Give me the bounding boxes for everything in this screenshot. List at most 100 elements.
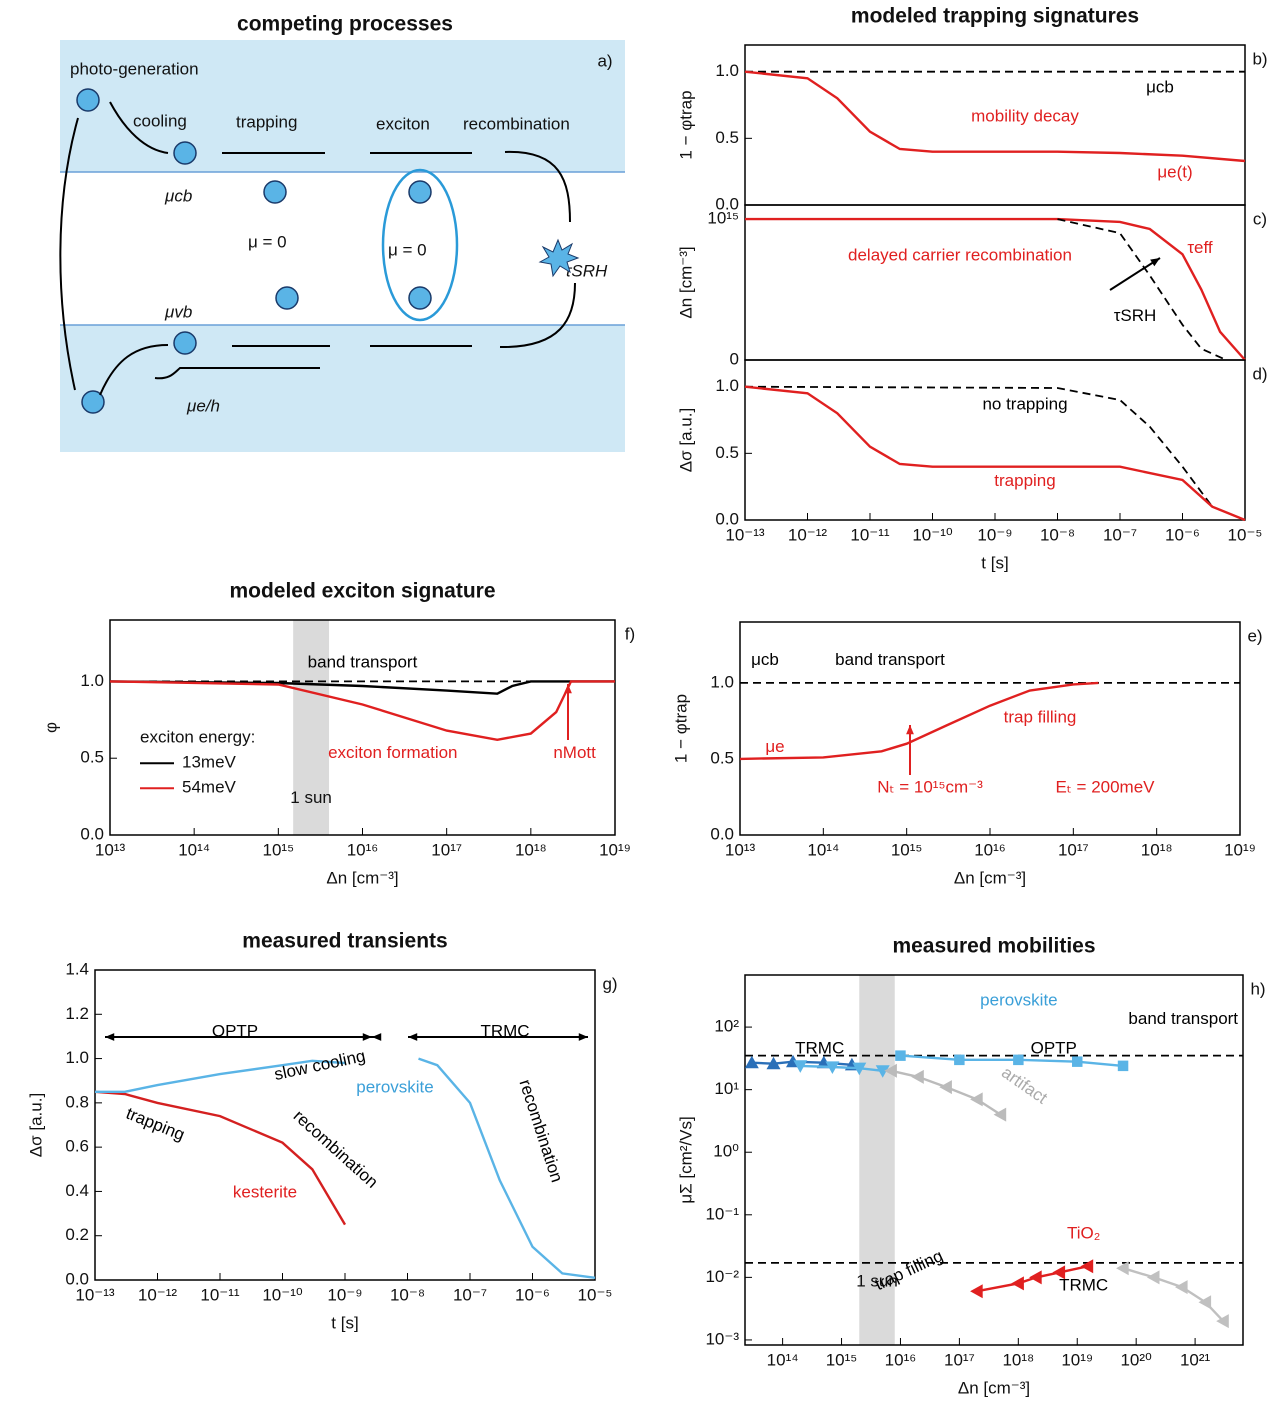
label: μvb	[164, 302, 192, 321]
legend-label: 54meV	[182, 778, 237, 797]
marker	[1118, 1061, 1129, 1072]
annotation: no trapping	[982, 394, 1067, 413]
annotation: artifact	[998, 1063, 1051, 1108]
panel-label: b)	[1252, 49, 1267, 68]
series-line	[1123, 1268, 1223, 1321]
panel-label: a)	[597, 51, 612, 70]
x-axis-label: t [s]	[331, 1313, 358, 1332]
y-tick-label: 1.4	[65, 959, 89, 978]
x-tick-label: 10⁻⁶	[1165, 525, 1200, 544]
marker	[970, 1284, 983, 1298]
x-tick-label: 10¹⁶	[974, 840, 1006, 859]
marker	[1199, 1295, 1212, 1309]
legend-title: exciton energy:	[140, 728, 255, 747]
x-tick-label: 10¹⁶	[347, 840, 379, 859]
y-tick-label: 10⁰	[713, 1142, 739, 1161]
valence-band	[60, 325, 625, 452]
annotation: μcb	[751, 650, 779, 669]
annotation: recombination	[515, 1077, 566, 1184]
panel-label: g)	[602, 974, 617, 993]
chart: modeled trapping signaturesb)0.00.51.01 …	[676, 5, 1267, 214]
x-tick-label: 10¹⁵	[263, 840, 295, 859]
marker	[1175, 1280, 1188, 1294]
y-tick-label: 0.2	[65, 1225, 89, 1244]
annotation: TRMC	[795, 1038, 844, 1057]
plot-frame	[740, 622, 1240, 835]
annotation: mobility decay	[971, 106, 1079, 125]
series-line	[891, 1071, 1000, 1115]
annotation: perovskite	[356, 1077, 433, 1096]
x-tick-label: 10¹⁴	[178, 840, 210, 859]
arrow-head	[906, 725, 914, 734]
marker	[1147, 1270, 1160, 1284]
x-tick-label: 10¹³	[725, 840, 756, 859]
annotation: Nₜ = 10¹⁵cm⁻³	[877, 778, 983, 797]
annotation: trapping	[123, 1104, 187, 1145]
x-tick-label: 10¹⁵	[891, 840, 923, 859]
y-tick-label: 0.5	[80, 748, 104, 767]
legend-label: 13meV	[182, 753, 237, 772]
x-axis-label: t [s]	[981, 553, 1008, 572]
chart-title: modeled exciton signature	[229, 580, 495, 603]
marker	[970, 1092, 983, 1106]
x-tick-label: 10¹⁴	[767, 1350, 799, 1369]
annotation: nMott	[553, 743, 596, 762]
chart-title: modeled trapping signatures	[851, 5, 1139, 28]
marker	[994, 1108, 1007, 1122]
x-tick-label: 10⁻¹²	[788, 525, 828, 544]
marker	[895, 1050, 906, 1061]
x-tick-label: 10⁻¹³	[725, 525, 765, 544]
x-tick-label: 10⁻⁷	[453, 1285, 487, 1304]
y-tick-label: 1.0	[715, 61, 739, 80]
label: trapping	[236, 112, 297, 131]
y-tick-label: 10⁻²	[705, 1267, 739, 1286]
x-tick-label: 10⁻⁵	[1228, 525, 1263, 544]
marker	[954, 1055, 965, 1066]
y-axis-label: 1 − φtrap	[676, 90, 695, 159]
x-tick-label: 10¹⁴	[807, 840, 839, 859]
annotation: trap filling	[1004, 707, 1077, 726]
annotation: kesterite	[233, 1183, 297, 1202]
annotation: recombination	[290, 1106, 382, 1192]
marker	[1011, 1276, 1024, 1290]
annotation: TRMC	[1059, 1275, 1108, 1294]
y-tick-label: 10⁻³	[705, 1329, 739, 1348]
plot-frame	[745, 205, 1245, 360]
arrow-head	[363, 1033, 372, 1041]
x-tick-label: 10⁻⁵	[578, 1285, 613, 1304]
annotation: perovskite	[980, 990, 1057, 1009]
annotation: τeff	[1187, 238, 1213, 257]
arrow-head	[564, 684, 572, 693]
panel-label: c)	[1253, 209, 1267, 228]
label: μ = 0	[388, 240, 427, 259]
y-tick-label: 0.5	[710, 748, 734, 767]
x-tick-label: 10⁻¹¹	[200, 1285, 240, 1304]
panel-label: f)	[625, 624, 635, 643]
annotation: μe	[765, 737, 784, 756]
x-axis-label: Δn [cm⁻³]	[954, 868, 1026, 887]
label: μ = 0	[248, 232, 287, 251]
annotation: μcb	[1146, 78, 1174, 97]
marker	[1029, 1270, 1042, 1284]
y-axis-label: φ	[41, 722, 60, 733]
highlight-label: 1 sun	[290, 788, 332, 807]
x-axis-label: Δn [cm⁻³]	[326, 868, 398, 887]
panel-label: h)	[1250, 979, 1265, 998]
label: τSRH	[565, 261, 608, 280]
marker	[911, 1070, 924, 1084]
y-tick-label: 1.0	[65, 1048, 89, 1067]
x-tick-label: 10¹⁹	[1224, 840, 1256, 859]
x-tick-label: 10¹⁷	[431, 840, 462, 859]
y-tick-label: 1.0	[715, 376, 739, 395]
marker	[939, 1080, 952, 1094]
annotation: exciton formation	[328, 743, 457, 762]
x-tick-label: 10⁻¹⁰	[912, 525, 953, 544]
y-axis-label: 1 − φtrap	[671, 694, 690, 763]
annotation: τSRH	[1114, 306, 1157, 325]
series-line	[745, 219, 1245, 360]
y-tick-label: 0.4	[65, 1181, 89, 1200]
x-axis-label: Δn [cm⁻³]	[958, 1378, 1030, 1397]
y-tick-label: 10¹⁵	[707, 209, 739, 228]
